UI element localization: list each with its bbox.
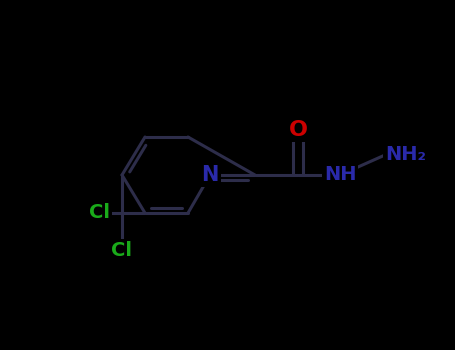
Text: N: N — [201, 165, 219, 185]
Text: Cl: Cl — [111, 240, 132, 259]
Text: O: O — [288, 120, 308, 140]
Text: NH₂: NH₂ — [385, 146, 426, 164]
Text: NH: NH — [324, 166, 356, 184]
Text: Cl: Cl — [90, 203, 111, 223]
